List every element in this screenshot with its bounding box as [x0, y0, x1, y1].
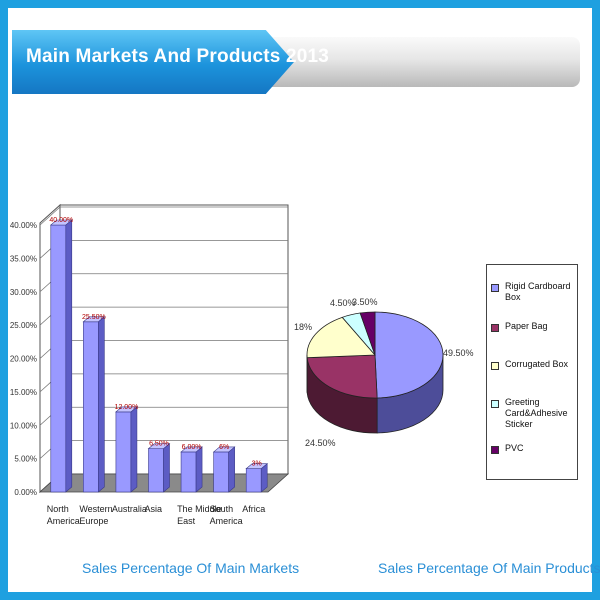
header-title: Main Markets And Products 2013 [26, 46, 330, 67]
pie-legend: Rigid Cardboard Box Paper Bag Corrugated B… [486, 264, 578, 480]
bar-data-label: 6% [219, 444, 229, 451]
legend-swatch [491, 284, 499, 292]
y-tick-label: 25.00% [10, 321, 37, 330]
pie-chart-caption: Sales Percentage Of Main Products [378, 560, 600, 576]
x-category-label: Asia [145, 504, 163, 514]
bar-data-label: 25.50% [82, 314, 106, 321]
bar-data-label: 12.00% [115, 404, 139, 411]
y-tick-label: 5.00% [14, 455, 37, 464]
y-tick-label: 30.00% [10, 288, 37, 297]
bar-data-label: 40.00% [49, 217, 73, 224]
bar-data-label: 6.50% [149, 441, 169, 448]
pie-data-label: 3.50% [352, 297, 378, 307]
header-tab [12, 30, 294, 94]
pie-data-label: 24.50% [305, 438, 336, 448]
legend-swatch [491, 324, 499, 332]
pie-slice [359, 311, 376, 356]
legend-label: Rigid Cardboard Box [505, 281, 571, 302]
pie-data-label: 18% [294, 322, 312, 332]
gridline [39, 206, 288, 226]
bar-top [180, 446, 203, 453]
legend-label: Greeting Card&Adhesive Sticker [505, 397, 568, 429]
bar-top [147, 443, 171, 449]
y-tick-label: 40.00% [10, 221, 37, 230]
pie-slice [374, 311, 444, 399]
bar-top [212, 446, 236, 453]
bar-top [245, 463, 269, 469]
legend-swatch [491, 446, 499, 454]
legend-label: PVC [505, 443, 524, 453]
x-category-label: South America [210, 504, 243, 526]
legend-label: Paper Bag [505, 321, 548, 331]
bar-chart-caption: Sales Percentage Of Main Markets [82, 560, 300, 576]
y-tick-label: 15.00% [10, 388, 37, 397]
y-tick-label: 20.00% [10, 355, 37, 364]
x-category-label: Africa [242, 504, 265, 514]
y-tick-label: 10.00% [10, 421, 37, 430]
pie-data-label: 4.50% [330, 298, 356, 308]
bar-data-label: 6.00% [182, 444, 202, 451]
bar-top [82, 316, 106, 323]
legend-label: Corrugated Box [505, 359, 569, 369]
pie-slice [306, 354, 378, 399]
x-category-label: Western Europe [79, 504, 112, 526]
legend-swatch [491, 400, 499, 408]
y-tick-label: 35.00% [10, 254, 37, 263]
y-tick-label: 0.00% [14, 488, 37, 497]
bar-top [49, 219, 73, 226]
x-category-label: The Middle East [177, 504, 222, 526]
pie-slice [306, 316, 376, 359]
x-category-label: North America [47, 504, 80, 526]
bar-data-label: 3% [252, 461, 262, 468]
legend-swatch [491, 362, 499, 370]
pie-data-label: 49.50% [443, 348, 474, 358]
x-category-label: Australia [112, 504, 147, 514]
bar-top [115, 406, 138, 413]
